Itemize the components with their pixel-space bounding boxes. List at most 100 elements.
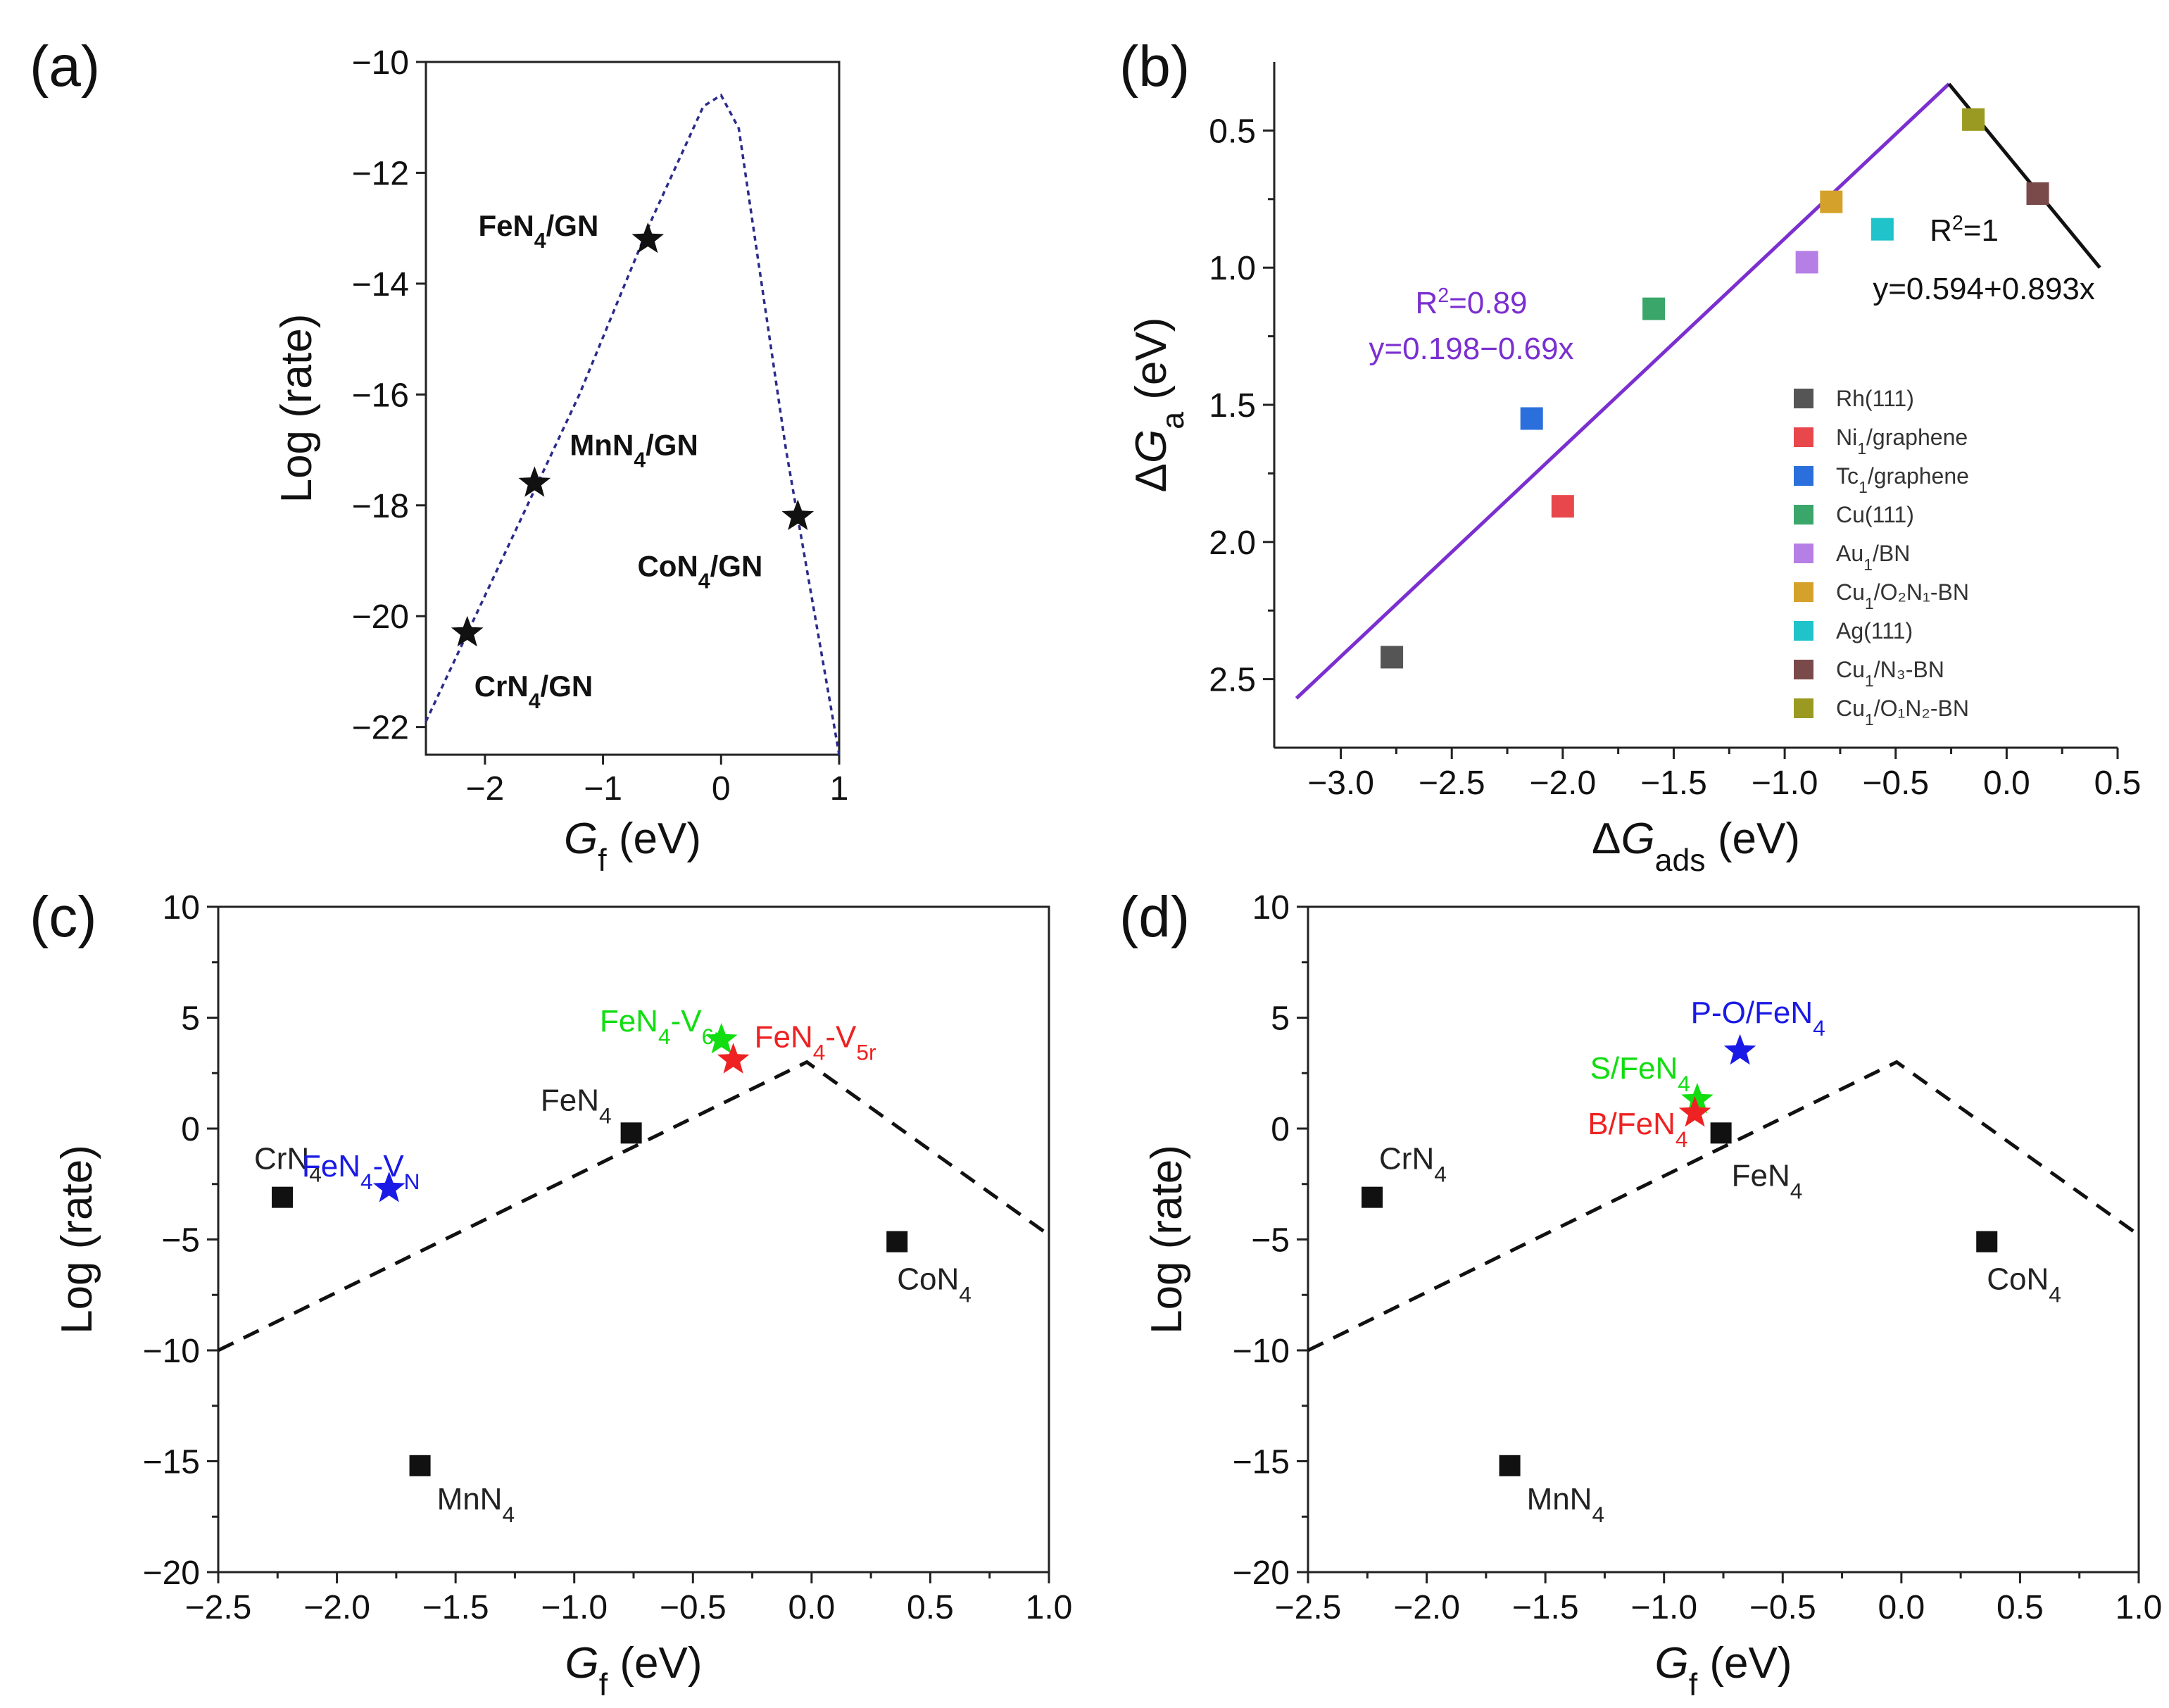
square-label: CoN4 (897, 1262, 972, 1307)
star-label: P-O/FeN4 (1691, 996, 1825, 1041)
star-marker (1723, 1034, 1756, 1065)
legend-swatch (1794, 544, 1813, 563)
square-label: CrN4 (1379, 1142, 1447, 1187)
star-marker (631, 222, 665, 253)
x-axis-label: Gf (eV) (564, 815, 701, 878)
x-tick-label: 0.5 (907, 1589, 954, 1626)
x-tick-label: 0.5 (2094, 765, 2142, 802)
legend-label: Rh(111) (1836, 386, 1914, 411)
star-label: FeN4-V6r (600, 1004, 722, 1049)
x-axis-label: Gf (eV) (1655, 1639, 1792, 1702)
x-tick-label: 1 (830, 770, 849, 808)
square-marker (1710, 1122, 1732, 1144)
fit-line-0 (1295, 82, 1951, 700)
data-point (1820, 190, 1843, 213)
y-tick-label: −20 (1233, 1555, 1290, 1592)
y-tick-label: 10 (1252, 889, 1290, 927)
x-tick-label: −2.5 (1275, 1589, 1342, 1626)
square-marker (272, 1186, 294, 1208)
y-tick-label: 5 (181, 1000, 200, 1038)
fit-equation: y=0.594+0.893x (1873, 272, 2095, 306)
x-tick-label: −0.5 (1749, 1589, 1816, 1626)
x-tick-label: 0.0 (1983, 765, 2030, 802)
data-point (1642, 297, 1666, 320)
volcano-curve (425, 93, 841, 755)
star-label: FeN4-V5r (755, 1019, 876, 1065)
y-tick-label: −15 (143, 1444, 200, 1481)
star-marker (781, 499, 815, 530)
x-tick-label: −1.5 (422, 1589, 489, 1626)
legend-label: Cu(111) (1836, 502, 1914, 527)
x-tick-label: −0.5 (660, 1589, 727, 1626)
square-marker (409, 1455, 431, 1476)
star-marker (717, 1043, 750, 1074)
x-tick-label: −2.0 (1393, 1589, 1460, 1626)
point-label: FeN4/GN (478, 209, 598, 253)
point-label: CrN4/GN (474, 670, 593, 713)
panel-label-b: (b) (1119, 34, 1190, 99)
y-tick-label: −10 (1233, 1333, 1290, 1370)
x-tick-label: −1.0 (541, 1589, 608, 1626)
star-marker (1681, 1083, 1714, 1114)
x-tick-label: 1.0 (1026, 1589, 1073, 1626)
y-axis-label: Log (rate) (272, 314, 321, 503)
star-marker (1678, 1096, 1711, 1127)
data-point (1381, 646, 1404, 669)
x-tick-label: −1 (584, 770, 622, 808)
data-point (1795, 251, 1818, 274)
data-point (1551, 495, 1574, 518)
star-marker (372, 1172, 405, 1202)
legend-swatch (1794, 427, 1813, 447)
legend-label: Cu1/O₂N₁-BN (1836, 579, 1969, 613)
y-tick-label: 1.0 (1209, 250, 1256, 287)
x-tick-label: −2.0 (303, 1589, 370, 1626)
star-marker (451, 615, 484, 647)
square-label: FeN4 (1732, 1158, 1803, 1203)
y-tick-label: 5 (1271, 1000, 1290, 1038)
y-tick-label: −18 (352, 488, 409, 525)
panel-b-chart: −3.0 −2.5 −2.0 −1.5 −1.0 −0.5 0.0 0.5 0.5 1.0 1.5 2… (1127, 62, 2141, 878)
y-tick-label: 2.0 (1209, 525, 1256, 562)
y-tick-label: 2.5 (1209, 662, 1256, 699)
square-marker (886, 1231, 908, 1252)
panel-label-c: (c) (30, 885, 97, 949)
volcano-line (217, 1060, 1050, 1352)
y-tick-label: 0 (1271, 1111, 1290, 1148)
legend-label: Cu1/O₁N₂-BN (1836, 696, 1969, 729)
legend-label: Ni1/graphene (1836, 425, 1968, 458)
x-tick-label: −3.0 (1307, 765, 1374, 802)
y-tick-label: 0 (181, 1111, 200, 1148)
y-tick-label: −10 (352, 44, 409, 82)
legend-label: Cu1/N₃-BN (1836, 657, 1944, 690)
y-axis-label: ΔGa (eV) (1127, 318, 1190, 493)
y-tick-label: −10 (143, 1333, 200, 1370)
panel-d-chart: −2.5 −2.0 −1.5 −1.0 −0.5 0.0 0.5 1.0 10 5 0 −5 −10 −1… (1143, 889, 2162, 1702)
star-label: FeN4-VN (302, 1149, 420, 1194)
legend-swatch (1794, 466, 1813, 486)
panel-label-d: (d) (1119, 885, 1190, 949)
legend-label: Au1/BN (1836, 541, 1910, 574)
y-tick-label: 0.5 (1209, 113, 1256, 150)
fit-r2-label: R2=0.89 (1415, 284, 1527, 320)
data-point (2026, 182, 2049, 206)
fit-r2-label: R2=1 (1930, 212, 1999, 248)
panel-c-chart: −2.5 −2.0 −1.5 −1.0 −0.5 0.0 0.5 1.0 10 5 0 −5 −10 −1… (53, 889, 1072, 1702)
legend-label: Ag(111) (1836, 618, 1913, 643)
y-axis-label: Log (rate) (1143, 1145, 1191, 1334)
x-axis-label: Gf (eV) (565, 1639, 703, 1702)
y-tick-label: −5 (1251, 1222, 1290, 1260)
x-tick-label: −2 (465, 770, 504, 808)
fit-equation: y=0.198−0.69x (1369, 332, 1573, 366)
square-label: MnN4 (437, 1482, 515, 1527)
x-tick-label: −2.0 (1529, 765, 1596, 802)
x-tick-label: −2.5 (1419, 765, 1485, 802)
square-label: MnN4 (1527, 1482, 1605, 1527)
legend-swatch (1794, 582, 1813, 602)
legend-label: Tc1/graphene (1836, 463, 1969, 496)
volcano-line (1307, 1060, 2140, 1352)
square-label: CrN4 (254, 1142, 322, 1187)
panel-label-a: (a) (30, 34, 100, 99)
x-tick-label: −1.0 (1752, 765, 1818, 802)
